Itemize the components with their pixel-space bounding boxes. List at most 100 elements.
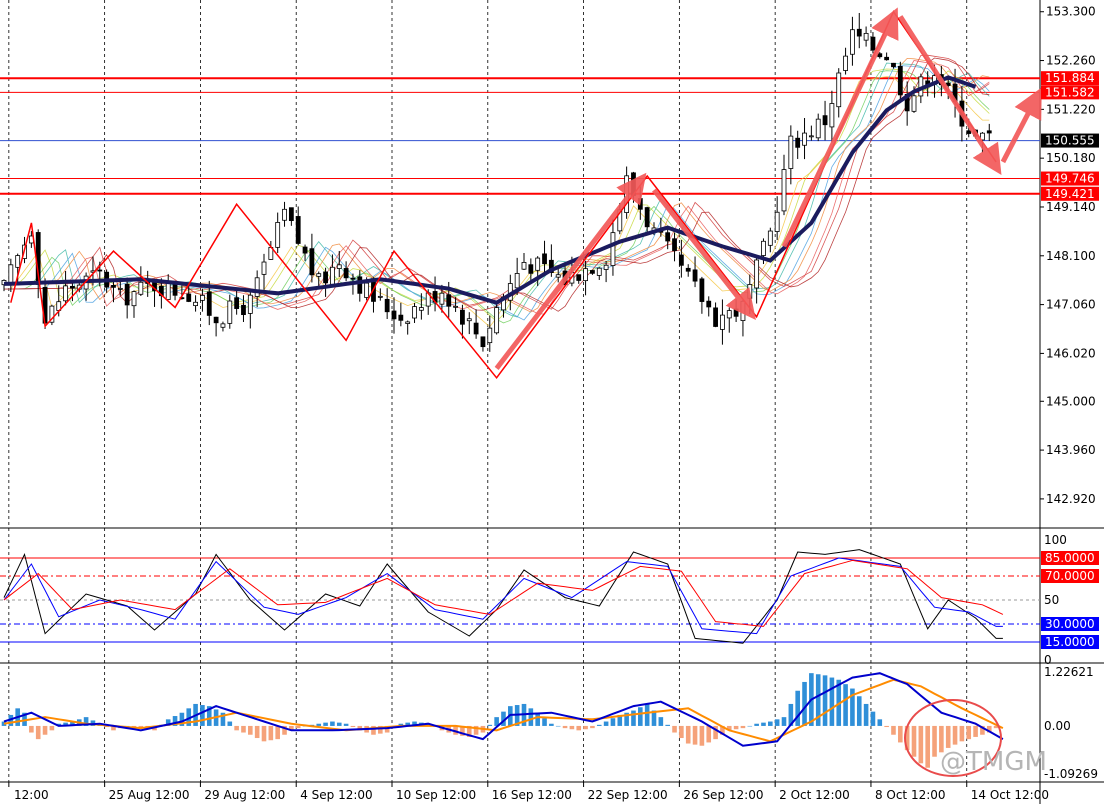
bearish-candle [241,304,246,316]
macd-main-line [3,672,1004,747]
macd-bar-positive [788,703,794,726]
macd-bar-positive [172,716,178,726]
bullish-candle [535,257,541,271]
trend-arrow [1000,87,1042,164]
time-tick-label: 8 Oct 12:00 [875,788,946,802]
bullish-candle [275,222,281,248]
time-axis: 12:00 25 Aug 12:00 29 Aug 12:00 4 Sep 12:00… [8,782,1049,802]
bullish-candle [453,305,458,308]
macd-bar-negative [945,725,951,748]
macd-bar-negative [884,725,889,728]
bearish-candle [323,271,328,284]
macd-bar-positive [761,722,766,726]
level-tag-label: 15.0000 [1045,635,1095,649]
macd-bar-negative [918,725,924,764]
bullish-candle [254,277,260,297]
level-tag [1041,569,1099,583]
price-tick-label: 152.260 [1046,54,1096,68]
bearish-candle [576,274,582,281]
time-tick-label: 10 Sep 12:00 [396,788,476,802]
macd-bar-positive [617,714,623,726]
macd-bar-positive [555,725,561,727]
macd-bar-negative [706,725,712,743]
bearish-candle [542,253,547,265]
bearish-candle [302,246,308,254]
bullish-candle [555,274,561,278]
stochastic-line [3,557,1003,635]
bullish-candle [412,306,417,319]
bearish-candle [699,278,705,302]
macd-bar-negative [384,725,390,733]
level-tag-label: 30.0000 [1045,617,1095,631]
macd-bar-negative [925,725,930,768]
macd-bar-negative [733,725,739,730]
macd-bar-positive [542,718,547,726]
macd-bar-positive [535,712,540,726]
bullish-candle [603,264,609,270]
macd-bar-positive [1,721,7,726]
stochastic-tick-label: 100 [1044,533,1067,547]
macd-panel: 1.22621 0.00 -1.09269 [0,665,1104,783]
bullish-candle [405,321,411,324]
time-tick-label: 12:00 [14,788,49,802]
macd-bar-negative [720,725,725,735]
price-tag [1041,171,1099,186]
price-tick-label: 142.920 [1046,492,1096,506]
bearish-candle [856,28,862,37]
macd-bar-negative [248,725,253,735]
price-tag [1041,133,1099,148]
bullish-candle [227,300,233,324]
macd-bar-positive [179,712,185,726]
macd-bar-negative [29,725,34,733]
bullish-candle [836,72,842,108]
macd-bar-negative [692,725,698,745]
macd-bar-negative [569,725,575,730]
time-tick-label: 2 Oct 12:00 [779,788,850,802]
macd-bar-negative [562,725,568,729]
bullish-candle [788,135,794,169]
trend-arrow [494,172,647,370]
bullish-candle [521,262,527,270]
macd-bar-negative [49,725,55,731]
macd-bar-negative [473,725,479,735]
bullish-candle [583,268,588,282]
macd-bar-negative [699,725,705,746]
macd-bar-positive [494,717,499,726]
bullish-candle [843,55,848,71]
macd-bar-negative [980,725,985,735]
bullish-candle [720,314,725,330]
bearish-candle [473,322,479,335]
bearish-candle [186,293,192,302]
macd-bar-positive [877,719,883,726]
macd-bar-positive [665,724,670,726]
bearish-candle [966,130,972,134]
macd-bar-positive [651,710,657,726]
macd-bar-positive [70,721,75,726]
bearish-candle [398,314,404,321]
macd-bar-negative [939,725,944,753]
macd-bar-positive [856,696,862,726]
bearish-candle [891,62,896,68]
macd-bar-negative [898,725,903,743]
bullish-candle [336,264,342,269]
bearish-candle [897,65,903,96]
time-tick-label: 29 Aug 12:00 [204,788,285,802]
trend-arrow [898,15,1002,176]
bearish-candle [637,198,643,210]
macd-bar-negative [111,725,116,731]
bullish-candle [514,273,520,289]
macd-bar-negative [275,725,280,740]
macd-bar-negative [295,725,301,729]
bullish-candle [418,307,424,311]
bullish-candle [49,305,55,323]
bullish-candle [439,292,445,305]
macd-bar-positive [603,721,609,726]
macd-bar-negative [460,725,465,736]
macd-bar-negative [35,725,41,740]
macd-tick-label: 1.22621 [1044,665,1094,679]
bearish-candle [678,254,684,266]
macd-bar-positive [850,688,855,726]
stochastic-line [3,559,1004,627]
macd-bar-negative [42,725,48,735]
